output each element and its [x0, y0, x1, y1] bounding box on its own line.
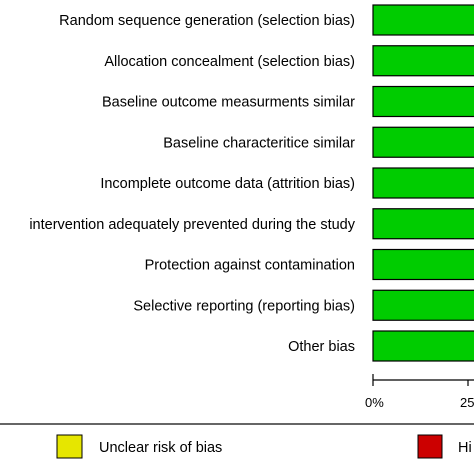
category-label-7: Selective reporting (reporting bias) — [133, 298, 355, 314]
bar-segment-4-0 — [372, 167, 474, 199]
bar-segment-2-0 — [372, 85, 474, 118]
bar-segment-8-0 — [372, 330, 474, 362]
x-tick-label-0: 0% — [365, 395, 384, 410]
bar-segment-7-0 — [372, 289, 474, 321]
x-tick-label-1: 25% — [460, 395, 474, 410]
category-label-0: Random sequence generation (selection bi… — [59, 13, 355, 29]
legend-label-high: Hi — [458, 440, 472, 456]
legend-swatch-high — [417, 434, 443, 459]
bar-segment-6-0 — [372, 248, 474, 281]
bar-segment-0-0 — [372, 4, 474, 36]
category-label-6: Protection against contamination — [145, 258, 355, 274]
legend: Unclear risk of bias Hi — [0, 423, 474, 459]
bars — [372, 4, 474, 362]
category-label-4: Incomplete outcome data (attrition bias) — [100, 176, 355, 192]
category-labels: Random sequence generation (selection bi… — [29, 13, 355, 355]
legend-swatch-unclear — [56, 434, 83, 459]
category-label-3: Baseline characteritice similar — [163, 135, 355, 151]
bar-segment-5-0 — [372, 208, 474, 240]
x-axis: 0% 25% — [365, 374, 474, 410]
category-label-2: Baseline outcome measurments similar — [102, 95, 355, 111]
bar-segment-3-0 — [372, 126, 474, 158]
category-label-1: Allocation concealment (selection bias) — [104, 54, 355, 70]
legend-label-unclear: Unclear risk of bias — [99, 440, 222, 456]
bar-segment-1-0 — [372, 45, 474, 77]
category-label-8: Other bias — [288, 339, 355, 355]
category-label-5: intervention adequately prevented during… — [29, 217, 355, 233]
legend-frame — [0, 423, 474, 425]
